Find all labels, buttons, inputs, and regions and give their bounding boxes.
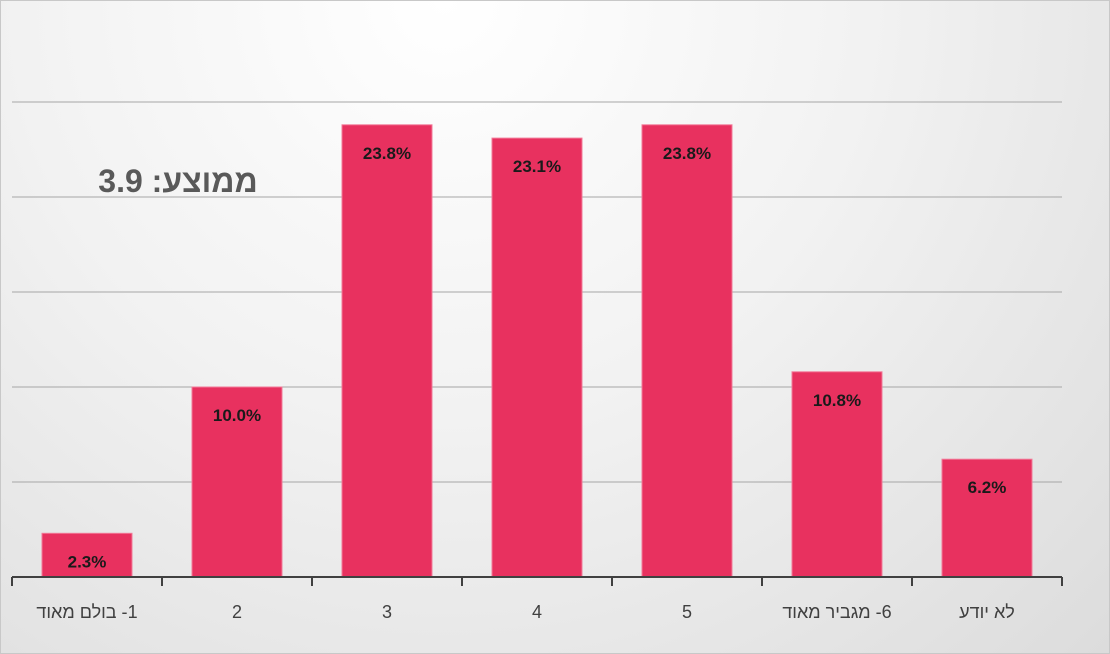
average-annotation: ממוצע: 3.9 <box>98 163 257 199</box>
category-label-1: 1- בולם מאוד <box>36 602 137 622</box>
category-label-5: 5 <box>682 602 692 622</box>
data-label-3: 23.8% <box>363 144 411 163</box>
bar-7 <box>941 458 1033 578</box>
category-labels: 1- בולם מאוד 2 3 4 5 6- מגביר מאוד לא יודע <box>36 602 1014 622</box>
bar-5 <box>641 124 733 578</box>
bar-4 <box>491 137 583 578</box>
bar-6 <box>791 371 883 578</box>
category-label-3: 3 <box>382 602 392 622</box>
data-label-5: 23.8% <box>663 144 711 163</box>
category-label-6: 6- מגביר מאוד <box>782 602 891 622</box>
data-label-6: 10.8% <box>813 391 861 410</box>
bars <box>41 124 1033 578</box>
category-label-7: לא יודע <box>959 602 1015 622</box>
data-label-1: 2.3% <box>68 552 107 571</box>
data-labels: 2.3% 10.0% 23.8% 23.1% 23.8% 10.8% 6.2% <box>68 144 1007 571</box>
category-label-4: 4 <box>532 602 542 622</box>
data-label-4: 23.1% <box>513 157 561 176</box>
data-label-2: 10.0% <box>213 406 261 425</box>
bar-3 <box>341 124 433 578</box>
x-axis <box>11 576 1063 586</box>
category-label-2: 2 <box>232 602 242 622</box>
bar-1 <box>41 532 133 578</box>
data-label-7: 6.2% <box>968 478 1007 497</box>
